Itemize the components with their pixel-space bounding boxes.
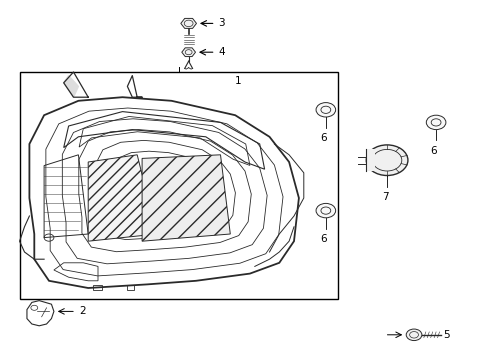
Text: 5: 5: [443, 330, 450, 340]
Polygon shape: [88, 155, 157, 241]
Text: 6: 6: [320, 133, 327, 143]
Bar: [366, 149, 375, 171]
Text: 6: 6: [320, 234, 327, 244]
Bar: [20, 72, 338, 299]
Circle shape: [316, 103, 336, 117]
Polygon shape: [64, 76, 78, 97]
Text: 7: 7: [382, 192, 389, 202]
Circle shape: [426, 115, 446, 130]
Bar: [93, 285, 102, 290]
Text: 4: 4: [218, 47, 225, 57]
Polygon shape: [142, 155, 230, 241]
Text: 2: 2: [79, 306, 86, 316]
Circle shape: [406, 329, 422, 341]
Bar: [127, 285, 134, 290]
Text: 3: 3: [218, 18, 225, 28]
Text: 6: 6: [430, 146, 437, 156]
Ellipse shape: [367, 145, 408, 176]
Text: 1: 1: [235, 76, 242, 86]
Circle shape: [316, 203, 336, 218]
